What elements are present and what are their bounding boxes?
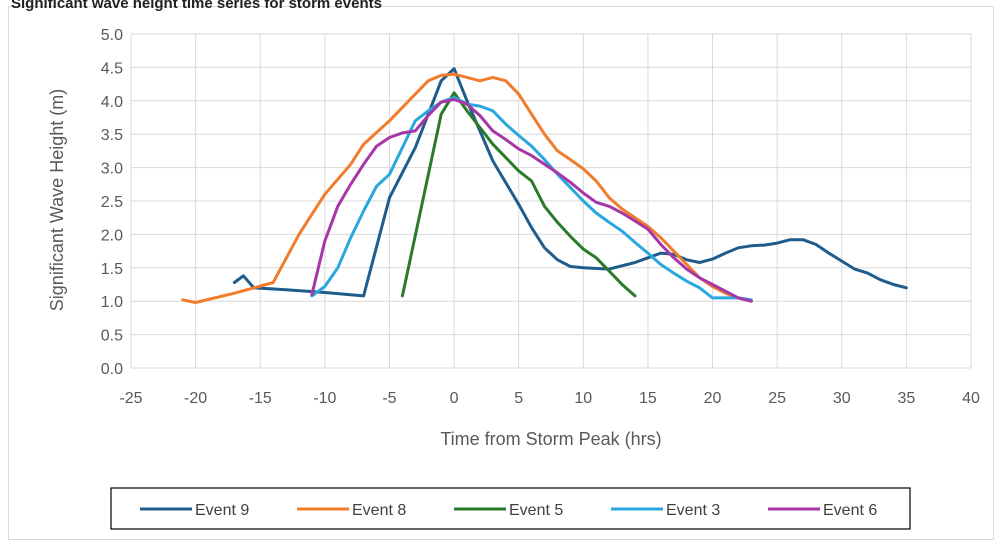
x-tick-label: -20 [184,390,207,407]
tick-labels: 0.0 0.5 1.0 1.5 2.0 2.5 3.0 3.5 4.0 4.5 5.0 -25 -20 -… [101,27,980,407]
x-tick-label: 40 [962,390,980,407]
series-line-event-8 [181,72,753,304]
x-tick-label: -15 [249,390,272,407]
y-tick-label: 1.5 [101,261,123,278]
series-lines [181,67,908,304]
chart-frame: Significant wave height time series for … [8,0,994,540]
y-tick-label: 0.0 [101,361,123,378]
legend-label-event-5: Event 5 [509,502,563,519]
x-tick-label: 5 [514,390,523,407]
series-line-event-5 [400,91,637,298]
y-axis-title: Significant Wave Height (m) [47,89,67,311]
y-tick-label: 4.5 [101,60,123,77]
y-tick-label: 2.0 [101,227,123,244]
legend: Event 9 Event 8 Event 5 Event 3 Event 6 [110,487,911,530]
x-tick-label: 30 [833,390,851,407]
x-tick-label: 20 [704,390,722,407]
y-tick-label: 5.0 [101,27,123,44]
gridlines [130,33,972,369]
legend-label-event-3: Event 3 [666,502,720,519]
x-tick-label: 35 [897,390,915,407]
y-tick-label: 4.0 [101,94,123,111]
x-tick-label: -10 [313,390,336,407]
y-tick-label: 3.0 [101,161,123,178]
series-line-event-9 [232,67,908,298]
x-tick-label: -25 [119,390,142,407]
legend-label-event-8: Event 8 [352,502,406,519]
y-tick-label: 3.5 [101,127,123,144]
chart-caption: Significant wave height time series for … [11,0,382,12]
x-tick-label: 15 [639,390,657,407]
x-tick-label: 25 [768,390,786,407]
y-tick-label: 2.5 [101,194,123,211]
x-tick-label: -5 [382,390,396,407]
series-line-event-6 [310,98,753,303]
legend-items: Event 9 Event 8 Event 5 Event 3 Event 6 [140,502,877,519]
x-tick-label: 10 [574,390,592,407]
y-tick-label: 0.5 [101,328,123,345]
series-line-event-3 [310,96,753,302]
legend-label-event-6: Event 6 [823,502,877,519]
y-tick-label: 1.0 [101,294,123,311]
x-tick-label: 0 [450,390,459,407]
x-axis-title: Time from Storm Peak (hrs) [440,429,661,449]
legend-label-event-9: Event 9 [195,502,249,519]
